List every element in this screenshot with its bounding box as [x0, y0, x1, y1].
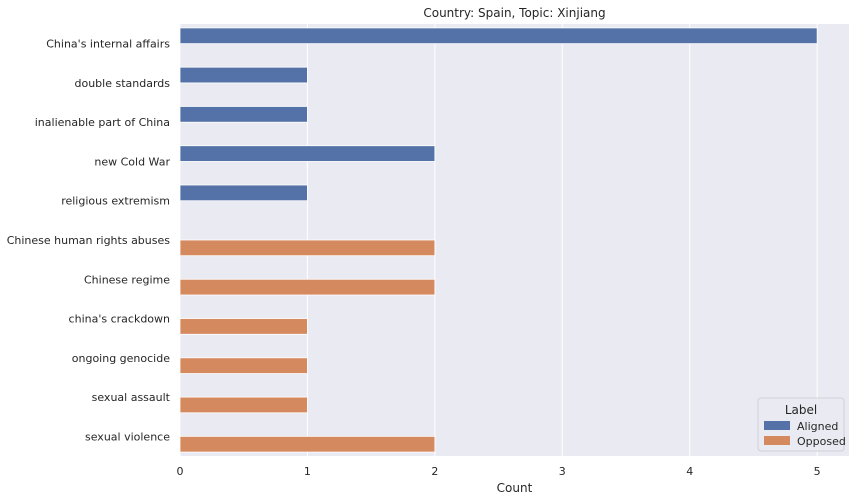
y-tick-label: Chinese regime	[84, 273, 170, 286]
legend: Label Aligned Opposed	[757, 397, 846, 452]
y-tick-label: ongoing genocide	[72, 352, 170, 365]
bar-opposed	[179, 435, 436, 453]
bar-aligned	[179, 66, 308, 84]
legend-swatch-opposed	[764, 436, 790, 445]
x-tick-label: 4	[686, 465, 693, 478]
y-tick-label: religious extremism	[61, 195, 170, 208]
y-tick-label: china's crackdown	[69, 313, 170, 326]
legend-label-opposed: Opposed	[797, 435, 846, 448]
x-tick-label: 5	[814, 465, 821, 478]
x-tick-label: 2	[431, 465, 438, 478]
bar-opposed	[179, 278, 436, 296]
bar-aligned	[179, 27, 818, 45]
bar-opposed	[179, 318, 308, 335]
bar-aligned	[179, 145, 436, 162]
legend-title: Label	[785, 403, 817, 417]
bar-aligned	[179, 184, 308, 202]
y-tick-label: new Cold War	[94, 155, 170, 168]
y-tick-labels: China's internal affairs double standards…	[7, 38, 171, 444]
x-tick-labels: 0 1 2 3 4 5	[177, 465, 821, 478]
y-tick-label: inalienable part of China	[35, 116, 170, 129]
y-tick-label: sexual violence	[85, 430, 170, 443]
x-tick-label: 3	[559, 465, 566, 478]
y-tick-label: Chinese human rights abuses	[7, 234, 171, 247]
bar-opposed	[179, 396, 308, 414]
bar-aligned	[179, 106, 308, 123]
x-tick-label: 0	[177, 465, 184, 478]
legend-swatch-aligned	[764, 421, 790, 430]
bar-opposed	[179, 357, 308, 374]
chart-title: Country: Spain, Topic: Xinjiang	[423, 6, 605, 20]
legend-label-aligned: Aligned	[797, 420, 838, 433]
bar-opposed	[179, 239, 436, 257]
bars	[179, 27, 818, 453]
y-tick-label: sexual assault	[92, 391, 171, 404]
y-tick-label: China's internal affairs	[46, 38, 170, 51]
x-axis-label: Count	[497, 481, 533, 495]
y-tick-label: double standards	[74, 77, 170, 90]
x-tick-label: 1	[304, 465, 311, 478]
